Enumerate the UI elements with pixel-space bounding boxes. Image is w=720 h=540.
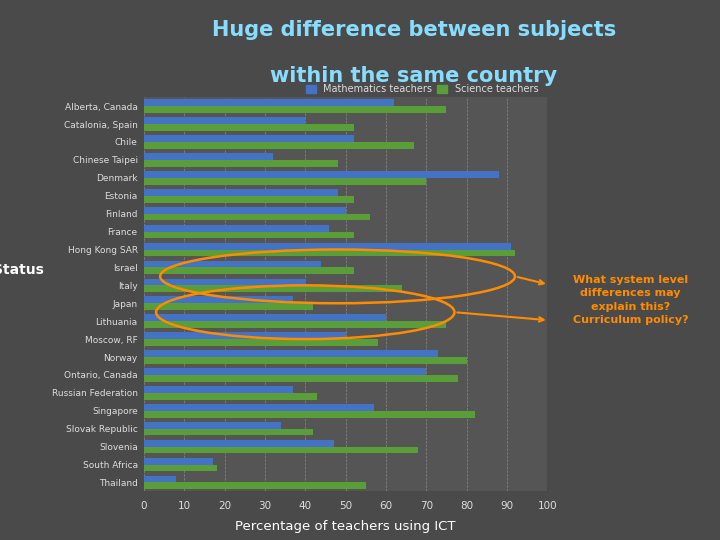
Bar [144, 249, 515, 256]
Bar [144, 124, 354, 131]
Bar [144, 178, 426, 185]
Bar [144, 464, 217, 471]
Text: Status: Status [0, 263, 43, 277]
Bar [144, 225, 330, 232]
Bar [144, 393, 318, 400]
Bar [144, 440, 333, 447]
Bar [144, 386, 293, 393]
Bar [144, 458, 212, 464]
Bar [144, 296, 293, 303]
Bar [144, 117, 305, 124]
Text: Huge difference between subjects: Huge difference between subjects [212, 19, 616, 39]
Bar [144, 214, 370, 220]
Bar [144, 350, 438, 357]
Bar [144, 476, 176, 482]
Bar [144, 171, 499, 178]
Bar [144, 267, 354, 274]
Bar [144, 242, 511, 249]
Bar [144, 189, 338, 196]
Bar [144, 279, 305, 285]
Bar [144, 303, 313, 310]
Bar [144, 482, 366, 489]
Bar [144, 321, 446, 328]
Bar [144, 207, 346, 214]
Bar [144, 411, 474, 417]
Bar [144, 160, 338, 167]
Bar [144, 447, 418, 454]
Bar [144, 285, 402, 292]
Text: What system level
differences may
explain this?
Curriculum policy?: What system level differences may explai… [573, 275, 688, 325]
Bar [144, 135, 354, 142]
Bar [144, 422, 281, 429]
Bar [144, 368, 426, 375]
Bar [144, 99, 394, 106]
Bar [144, 357, 467, 364]
Text: within the same country: within the same country [271, 66, 557, 86]
Bar [144, 142, 414, 149]
Bar [144, 261, 321, 267]
Bar [144, 429, 313, 435]
Bar [144, 332, 346, 339]
Legend: Mathematics teachers, Science teachers: Mathematics teachers, Science teachers [302, 80, 542, 98]
Bar [144, 153, 273, 160]
Bar [144, 196, 354, 202]
Bar [144, 232, 354, 238]
Text: Percentage of teachers using ICT: Percentage of teachers using ICT [235, 520, 456, 533]
Bar [144, 106, 446, 113]
Bar [144, 404, 374, 411]
Bar [144, 375, 459, 382]
Bar [144, 339, 378, 346]
Bar [144, 314, 386, 321]
